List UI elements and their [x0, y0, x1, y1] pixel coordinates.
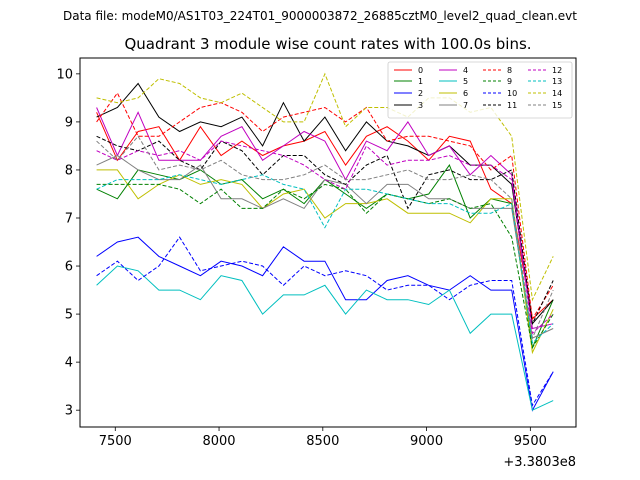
x-tick-label: 8500 — [306, 434, 339, 449]
series-line-9 — [96, 183, 554, 350]
legend-label-13: 13 — [552, 77, 562, 86]
series-line-2 — [96, 236, 554, 412]
legend-label-15: 15 — [552, 101, 562, 110]
series-line-3 — [96, 82, 554, 325]
legend-label-2: 2 — [418, 89, 423, 98]
y-tick-label: 7 — [65, 211, 73, 226]
x-tick-label: 8000 — [202, 434, 235, 449]
legend-label-0: 0 — [418, 66, 423, 75]
x-axis-offset-label: +3.3803e8 — [503, 455, 576, 470]
legend-label-8: 8 — [507, 66, 512, 75]
series-layer — [96, 72, 554, 412]
series-line-15 — [96, 135, 554, 340]
chart-title: Quadrant 3 module wise count rates with … — [124, 35, 531, 53]
series-line-7 — [96, 154, 554, 339]
legend-label-6: 6 — [463, 89, 468, 98]
series-line-12 — [96, 140, 554, 335]
y-tick-label: 4 — [65, 356, 73, 371]
legend-label-12: 12 — [552, 66, 562, 75]
legend-label-5: 5 — [463, 77, 468, 86]
legend-label-1: 1 — [418, 77, 423, 86]
x-tick-label: 7500 — [99, 434, 132, 449]
data-file-label: Data file: modeM0/AS1T03_224T01_90000038… — [63, 9, 577, 23]
y-tick-label: 9 — [65, 115, 73, 130]
y-tick-label: 5 — [65, 308, 73, 323]
legend-label-11: 11 — [507, 101, 517, 110]
x-tick-label: 9500 — [514, 434, 547, 449]
y-axis: 3 4 5 6 7 8 9 10 — [56, 67, 80, 419]
y-tick-label: 6 — [65, 260, 73, 275]
series-line-6 — [96, 169, 554, 355]
legend-label-10: 10 — [507, 89, 517, 98]
series-line-13 — [96, 174, 554, 344]
plot-frame — [79, 57, 577, 428]
x-tick-label: 9000 — [410, 434, 443, 449]
legend-label-4: 4 — [463, 66, 468, 75]
series-line-0 — [96, 112, 554, 320]
legend-label-3: 3 — [418, 101, 423, 110]
x-axis: 7500 8000 8500 9000 9500 — [99, 427, 547, 449]
series-line-8 — [96, 92, 554, 321]
series-line-10 — [96, 236, 554, 407]
series-line-11 — [96, 135, 554, 326]
legend-label-14: 14 — [552, 89, 562, 98]
series-line-5 — [96, 265, 554, 411]
y-tick-label: 3 — [65, 404, 73, 419]
y-tick-label: 10 — [56, 67, 73, 82]
legend-box — [387, 61, 573, 119]
series-line-4 — [96, 107, 554, 330]
legend-label-7: 7 — [463, 101, 468, 110]
y-tick-label: 8 — [65, 163, 73, 178]
legend-label-9: 9 — [507, 77, 512, 86]
